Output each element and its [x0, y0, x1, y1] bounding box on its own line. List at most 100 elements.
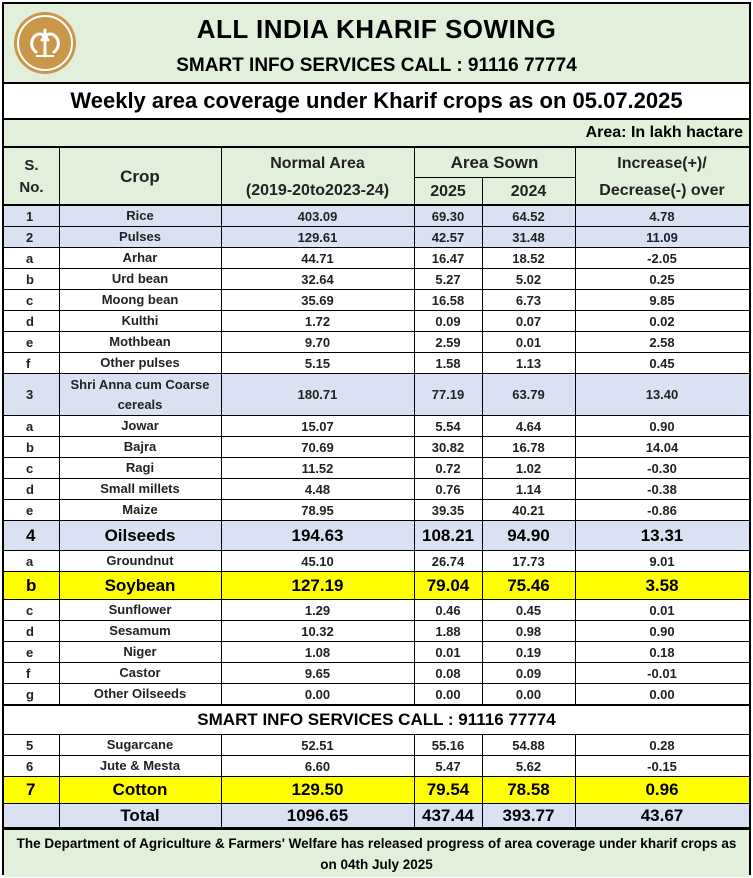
- row-area-2024: 1.02: [515, 460, 542, 476]
- row-sno: 2: [26, 229, 34, 245]
- row-change: 0.90: [649, 623, 675, 639]
- row-change: -0.15: [647, 758, 677, 774]
- row-change: 0.01: [649, 602, 675, 618]
- row-normal-area: 5.15: [304, 355, 331, 371]
- title-block: ALL INDIA KHARIF SOWING SMART INFO SERVI…: [4, 4, 749, 84]
- row-crop: Jute & Mesta: [99, 758, 181, 773]
- row-normal-area: 0.00: [304, 686, 331, 702]
- row-area-2025: 55.16: [431, 737, 465, 753]
- row-area-2025: 30.82: [431, 439, 465, 455]
- row-change: 0.90: [649, 418, 675, 434]
- table-row: c Sunflower 1.29 0.46 0.45 0.01: [4, 600, 749, 621]
- table-row: e Niger 1.08 0.01 0.19 0.18: [4, 642, 749, 663]
- table-row: f Castor 9.65 0.08 0.09 -0.01: [4, 663, 749, 684]
- row-area-2024: 63.79: [512, 387, 545, 402]
- row-normal-area: 1096.65: [286, 805, 349, 825]
- row-sno: 4: [26, 525, 36, 545]
- row-change: 0.25: [649, 271, 675, 287]
- row-area-2025: 0.08: [435, 665, 461, 681]
- row-area-2025: 26.74: [431, 553, 465, 569]
- table-row: a Groundnut 45.10 26.74 17.73 9.01: [4, 551, 749, 572]
- row-crop: Moong bean: [101, 292, 179, 307]
- row-area-2025: 16.58: [431, 292, 465, 308]
- row-area-2024: 1.14: [515, 481, 542, 497]
- row-area-2025: 0.01: [435, 644, 461, 660]
- row-sno: [4, 804, 59, 827]
- row-area-2024: 75.46: [507, 575, 550, 595]
- row-area-2025: 1.58: [435, 355, 461, 371]
- table-row: a Arhar 44.71 16.47 18.52 -2.05: [4, 248, 749, 269]
- footer-note: The Department of Agriculture & Farmers'…: [4, 828, 749, 877]
- row-crop: Total: [120, 805, 160, 825]
- row-area-2024: 16.78: [512, 439, 545, 455]
- row-area-2025: 5.27: [435, 271, 461, 287]
- row-area-2025: 0.72: [435, 460, 461, 476]
- row-area-2024: 0.45: [515, 602, 542, 618]
- row-area-2025: 437.44: [422, 805, 474, 825]
- grid-line: [221, 148, 222, 705]
- row-crop: Bajra: [123, 439, 157, 454]
- row-normal-area: 180.71: [297, 387, 338, 402]
- row-change: 0.18: [649, 644, 675, 660]
- row-crop: Sesamum: [109, 623, 171, 638]
- row-crop: Niger: [123, 644, 157, 659]
- table-row: 4 Oilseeds 194.63 108.21 94.90 13.31: [4, 521, 749, 551]
- row-area-2024: 1.13: [515, 355, 542, 371]
- row-normal-area: 32.64: [301, 271, 334, 287]
- row-sno: d: [26, 481, 34, 497]
- row-area-2025: 108.21: [422, 525, 474, 545]
- row-normal-area: 1.08: [304, 644, 331, 660]
- table-row: g Other Oilseeds 0.00 0.00 0.00 0.00: [4, 684, 749, 705]
- row-sno: a: [26, 250, 34, 266]
- row-area-2024: 0.09: [515, 665, 542, 681]
- row-area-2024: 31.48: [512, 229, 545, 245]
- row-area-2025: 0.09: [435, 313, 461, 329]
- row-crop: Groundnut: [106, 553, 174, 568]
- row-crop: Castor: [119, 665, 161, 680]
- row-sno: b: [26, 439, 34, 455]
- grid-line: [414, 148, 415, 705]
- row-sno: a: [26, 553, 34, 569]
- row-normal-area: 4.48: [304, 481, 331, 497]
- col-normal-line1: Normal Area: [270, 155, 365, 172]
- row-sno: g: [26, 686, 34, 702]
- row-area-2024: 78.58: [507, 780, 550, 799]
- grid-line: [482, 178, 483, 705]
- table-row: 7 Cotton 129.50 79.54 78.58 0.96: [4, 777, 749, 804]
- row-area-2024: 5.62: [515, 758, 542, 774]
- row-area-2024: 0.01: [515, 334, 542, 350]
- row-sno: f: [26, 665, 31, 681]
- row-area-2024: 0.98: [515, 623, 542, 639]
- row-normal-area: 11.52: [301, 460, 334, 476]
- row-change: 0.00: [649, 686, 675, 702]
- row-area-2025: 5.47: [435, 758, 461, 774]
- col-2024: 2024: [510, 183, 547, 200]
- row-change: 0.45: [649, 355, 675, 371]
- row-change: -0.30: [647, 460, 677, 476]
- row-sno: c: [26, 460, 34, 476]
- row-area-2024: 5.02: [515, 271, 542, 287]
- row-area-2025: 0.76: [435, 481, 461, 497]
- row-change: 14.04: [645, 439, 679, 455]
- row-sno: 5: [26, 737, 34, 753]
- row-normal-area: 45.10: [301, 553, 334, 569]
- row-area-2024: 40.21: [512, 502, 545, 518]
- row-change: -2.05: [647, 250, 677, 266]
- row-area-2025: 77.19: [431, 387, 465, 402]
- row-normal-area: 1.72: [304, 313, 331, 329]
- table-row: e Maize 78.95 39.35 40.21 -0.86: [4, 500, 749, 521]
- row-crop: Other Oilseeds: [93, 686, 187, 701]
- row-area-2025: 69.30: [431, 208, 465, 224]
- row-area-2025: 16.47: [431, 250, 465, 266]
- row-sno: d: [26, 623, 34, 639]
- logo-icon: [17, 15, 73, 71]
- row-sno: c: [26, 292, 34, 308]
- table-row: f Other pulses 5.15 1.58 1.13 0.45: [4, 353, 749, 374]
- main-title: ALL INDIA KHARIF SOWING: [196, 14, 557, 44]
- row-normal-area: 127.19: [291, 575, 344, 595]
- row-normal-area: 129.61: [297, 229, 338, 245]
- row-normal-area: 35.69: [301, 292, 334, 308]
- row-area-2024: 4.64: [515, 418, 542, 434]
- row-normal-area: 10.32: [301, 623, 334, 639]
- row-area-2024: 94.90: [507, 525, 550, 545]
